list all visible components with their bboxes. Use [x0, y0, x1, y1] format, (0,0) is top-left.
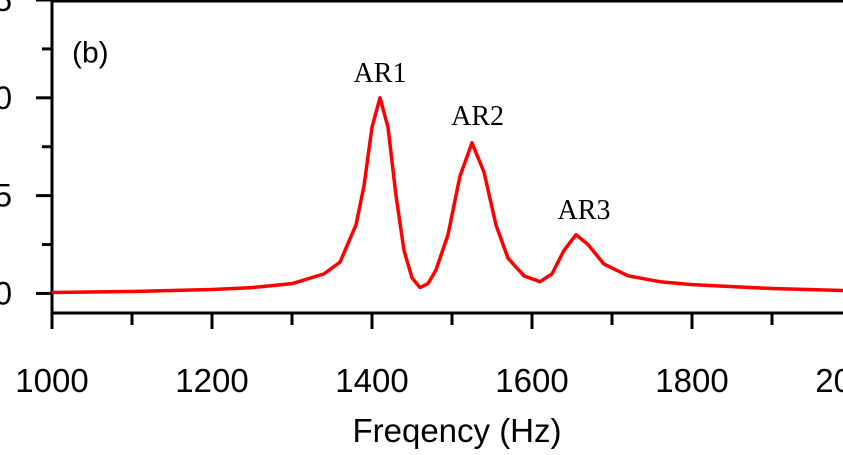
annotation: AR1	[354, 58, 407, 89]
x-tick-label: 1400	[335, 362, 408, 399]
y-tick-label: 0.5	[0, 178, 12, 214]
x-axis-label: Freqency (Hz)	[352, 412, 561, 449]
x-tick-label: 1600	[495, 362, 568, 399]
x-tick-label: 2000	[815, 362, 843, 399]
y-tick-label: 1.0	[0, 80, 12, 116]
y-tick-label: 0.0	[0, 275, 12, 311]
x-tick-label: 1200	[175, 362, 248, 399]
x-tick-label: 1000	[15, 362, 88, 399]
annotation: (b)	[72, 37, 109, 70]
annotation: AR2	[451, 101, 504, 132]
data-line	[51, 96, 843, 295]
x-tick-label: 1800	[655, 362, 728, 399]
annotation: AR3	[558, 195, 611, 226]
y-tick-label: 1.5	[0, 0, 12, 18]
